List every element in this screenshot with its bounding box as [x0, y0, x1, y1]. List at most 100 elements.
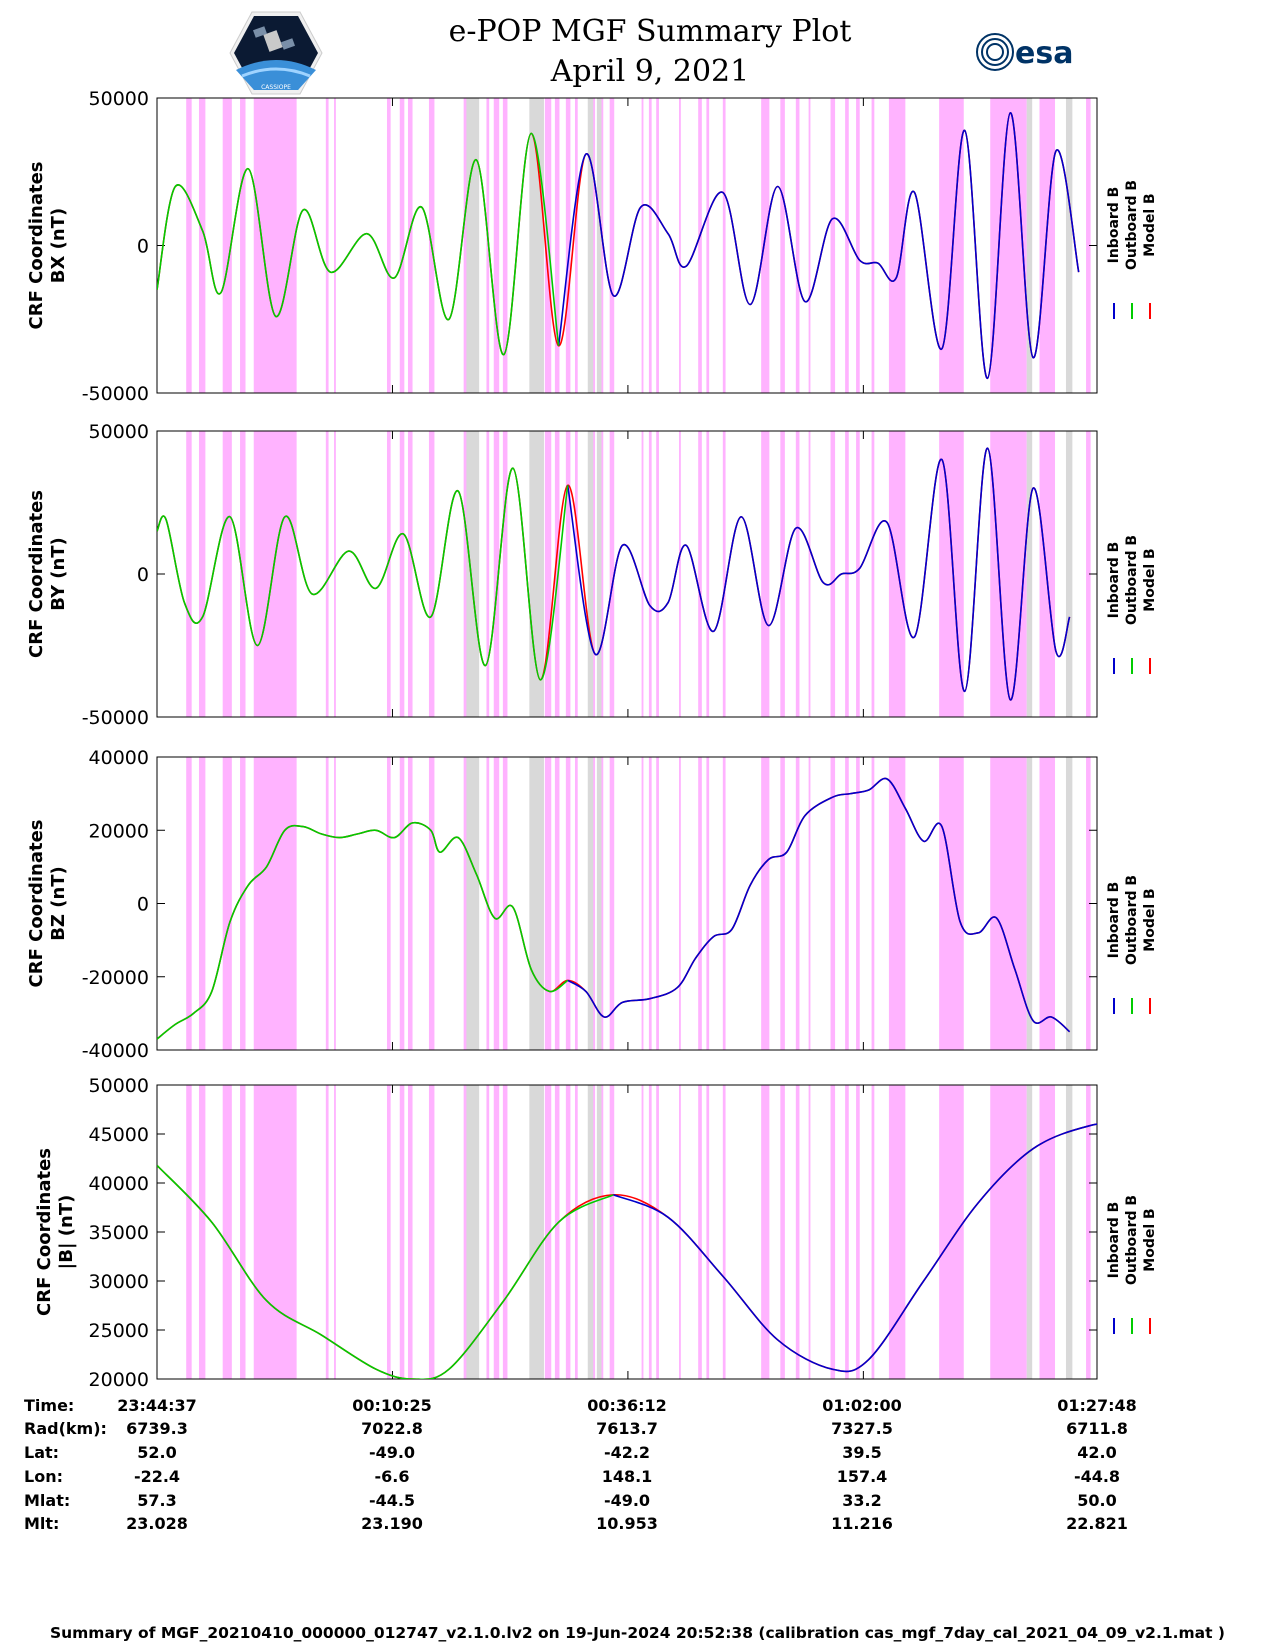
series-line-inboard — [612, 1123, 1097, 1373]
table-cell: 6711.8 — [1066, 1419, 1128, 1438]
shade-band-magenta — [888, 1085, 906, 1379]
shade-band-gray — [1026, 431, 1033, 717]
shade-band-magenta — [240, 1085, 246, 1379]
shade-band-magenta — [222, 757, 232, 1050]
shade-band-magenta — [656, 757, 659, 1050]
shade-band-magenta — [698, 1085, 702, 1379]
y-tick-label: -40000 — [82, 1040, 149, 1062]
shade-bands — [186, 98, 1091, 393]
shade-band-magenta — [399, 431, 405, 717]
table-cell: 01:02:00 — [822, 1396, 902, 1415]
table-cell: 148.1 — [601, 1467, 653, 1486]
legend-label: Inboard B — [1106, 187, 1122, 264]
y-tick-label: 50000 — [89, 88, 149, 110]
shade-band-magenta — [334, 431, 336, 717]
shade-band-magenta — [795, 431, 800, 717]
shade-band-magenta — [186, 98, 192, 393]
shade-band-magenta — [780, 1085, 785, 1379]
legend: Inboard B Outboard B Model B — [1106, 535, 1158, 674]
y-tick-label: -20000 — [82, 967, 149, 989]
series-line-outboard — [157, 132, 560, 356]
shade-band-magenta — [808, 757, 811, 1050]
table-cell: 11.216 — [831, 1514, 893, 1533]
table-cell: 6739.3 — [126, 1419, 188, 1438]
shade-band-magenta — [544, 757, 552, 1050]
shade-band-gray — [529, 757, 544, 1050]
y-axis-label: CRF CoordinatesBZ (nT) — [26, 820, 69, 988]
esa-logo: esa — [976, 33, 1073, 71]
legend: Inboard B Outboard B Model B — [1106, 875, 1158, 1014]
shade-band-magenta — [648, 757, 652, 1050]
shade-band-magenta — [565, 431, 571, 717]
series-line-outboard — [157, 821, 569, 1040]
shade-band-gray — [1026, 98, 1033, 393]
shade-band-magenta — [939, 1085, 964, 1379]
shade-band-magenta — [554, 98, 560, 393]
shade-band-gray — [587, 98, 594, 393]
shade-band-magenta — [386, 757, 391, 1050]
shade-band-magenta — [706, 431, 710, 717]
shade-band-gray — [1065, 431, 1073, 717]
legend-label: Inboard B — [1106, 1202, 1122, 1279]
shade-band-magenta — [198, 1085, 206, 1379]
shade-band-magenta — [1086, 98, 1091, 393]
table-cell: -42.2 — [603, 1443, 651, 1462]
legend-label: Model B — [1142, 888, 1158, 951]
shade-band-magenta — [808, 1085, 811, 1379]
shade-band-magenta — [253, 431, 297, 717]
shade-band-magenta — [656, 1085, 659, 1379]
table-row-label: Mlt: — [24, 1514, 60, 1533]
shade-band-magenta — [698, 757, 702, 1050]
shade-band-magenta — [502, 98, 508, 393]
shade-band-magenta — [399, 757, 405, 1050]
shade-band-magenta — [795, 1085, 800, 1379]
shade-band-magenta — [565, 757, 571, 1050]
table-cell: 01:27:48 — [1057, 1396, 1137, 1415]
legend-label: Outboard B — [1124, 535, 1140, 625]
shade-band-gray — [1065, 757, 1073, 1050]
shade-band-magenta — [808, 98, 811, 393]
shade-band-magenta — [679, 431, 681, 717]
shade-band-magenta — [871, 98, 875, 393]
shade-band-magenta — [334, 1085, 336, 1379]
shade-band-magenta — [722, 431, 726, 717]
shade-band-gray — [1026, 757, 1033, 1050]
table-cell: 33.2 — [842, 1491, 882, 1510]
shade-band-gray — [587, 431, 594, 717]
shade-band-magenta — [222, 98, 232, 393]
shade-band-magenta — [565, 1085, 571, 1379]
y-tick-label: -50000 — [82, 707, 149, 729]
shade-band-magenta — [871, 1085, 875, 1379]
shade-band-magenta — [565, 98, 571, 393]
legend-label: Model B — [1142, 193, 1158, 256]
shade-band-magenta — [334, 757, 336, 1050]
plot-date: April 9, 2021 — [550, 54, 750, 89]
page-title: e-POP MGF Summary Plot — [448, 14, 852, 49]
shade-band-magenta — [871, 757, 875, 1050]
y-tick-label: -50000 — [82, 383, 149, 405]
shade-band-magenta — [592, 1085, 596, 1379]
shade-band-magenta — [609, 98, 615, 393]
shade-band-magenta — [554, 757, 560, 1050]
panel-bz: 40000 20000 0 -20000 -40000 CRF CoordinatesBZ… — [26, 747, 1158, 1062]
table-row-label: Rad(km): — [24, 1419, 107, 1438]
table-row-label: Lat: — [24, 1443, 60, 1462]
panel-by: 50000 0 -50000 CRF CoordinatesBY (nT) Inboar… — [26, 421, 1158, 729]
shade-band-magenta — [574, 98, 578, 393]
shade-band-magenta — [186, 431, 192, 717]
shade-band-magenta — [990, 1085, 1027, 1379]
y-tick-label: 45000 — [89, 1124, 149, 1146]
y-tick-label: 20000 — [89, 820, 149, 842]
shade-band-magenta — [600, 757, 604, 1050]
shade-band-gray — [1065, 98, 1073, 393]
shade-band-magenta — [648, 98, 652, 393]
shade-band-magenta — [648, 431, 652, 717]
shade-band-magenta — [609, 1085, 615, 1379]
shade-band-magenta — [990, 98, 1027, 393]
table-row-label: Mlat: — [24, 1491, 71, 1510]
shade-band-magenta — [493, 757, 500, 1050]
shade-band-magenta — [574, 431, 578, 717]
table-cell: 39.5 — [842, 1443, 882, 1462]
table-row-label: Lon: — [24, 1467, 63, 1486]
shade-band-magenta — [502, 1085, 508, 1379]
